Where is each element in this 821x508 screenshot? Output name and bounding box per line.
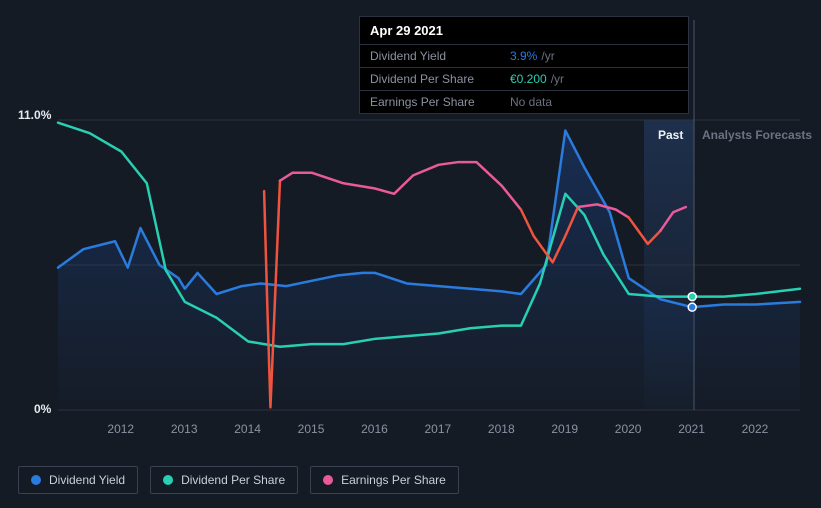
tooltip-row: Earnings Per ShareNo data — [360, 90, 688, 113]
tooltip-row: Dividend Per Share€0.200/yr — [360, 67, 688, 90]
x-axis-tick: 2014 — [234, 422, 261, 436]
tooltip-row-unit: /yr — [541, 49, 554, 63]
x-axis-tick: 2017 — [425, 422, 452, 436]
tooltip-row-label: Dividend Per Share — [370, 72, 510, 86]
legend-swatch — [323, 475, 333, 485]
tooltip-row-value: €0.200 — [510, 72, 547, 86]
x-axis-tick: 2016 — [361, 422, 388, 436]
legend-item[interactable]: Dividend Yield — [18, 466, 138, 494]
x-axis-tick: 2020 — [615, 422, 642, 436]
y-axis-max-label: 11.0% — [18, 108, 51, 122]
legend-label: Dividend Yield — [49, 473, 125, 487]
x-axis-tick: 2019 — [551, 422, 578, 436]
section-label-forecast: Analysts Forecasts — [702, 128, 812, 142]
dividend-chart: 11.0% 0% Past Analysts Forecasts 2012 201… — [0, 0, 821, 508]
section-label-past: Past — [658, 128, 683, 142]
x-axis-tick: 2021 — [678, 422, 705, 436]
x-axis-tick: 2022 — [742, 422, 769, 436]
tooltip-row-unit: /yr — [551, 72, 564, 86]
legend-item[interactable]: Dividend Per Share — [150, 466, 298, 494]
tooltip-row-label: Earnings Per Share — [370, 95, 510, 109]
tooltip-row-value: No data — [510, 95, 552, 109]
y-axis-min-label: 0% — [34, 402, 51, 416]
tooltip-row-value: 3.9% — [510, 49, 537, 63]
legend-label: Earnings Per Share — [341, 473, 446, 487]
chart-tooltip: Apr 29 2021 Dividend Yield3.9%/yrDividen… — [359, 16, 689, 114]
x-axis-tick: 2015 — [298, 422, 325, 436]
legend-swatch — [163, 475, 173, 485]
x-axis-tick: 2012 — [107, 422, 134, 436]
chart-legend: Dividend Yield Dividend Per Share Earnings… — [18, 466, 459, 494]
x-axis-tick: 2013 — [171, 422, 198, 436]
tooltip-row-label: Dividend Yield — [370, 49, 510, 63]
legend-swatch — [31, 475, 41, 485]
x-axis-tick: 2018 — [488, 422, 515, 436]
tooltip-date: Apr 29 2021 — [360, 17, 688, 44]
legend-item[interactable]: Earnings Per Share — [310, 466, 459, 494]
legend-label: Dividend Per Share — [181, 473, 285, 487]
tooltip-row: Dividend Yield3.9% /yr — [360, 44, 688, 67]
